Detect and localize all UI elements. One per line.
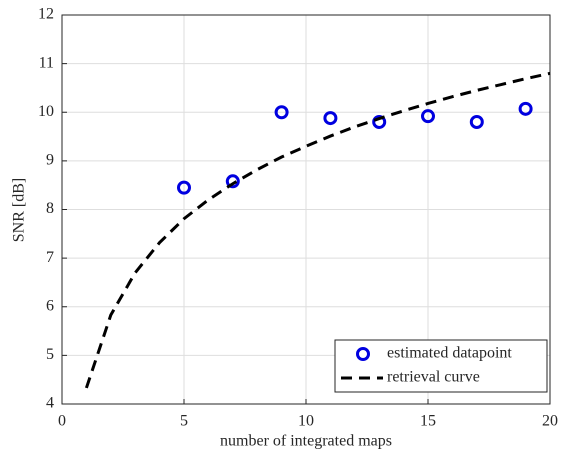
- data-point: [469, 114, 484, 129]
- y-tick-label: 11: [39, 54, 54, 71]
- legend-box: [334, 339, 548, 393]
- y-tick-label: 8: [46, 200, 54, 217]
- legend-label: estimated datapoint: [387, 345, 512, 362]
- y-axis-label: SNR [dB]: [11, 178, 28, 242]
- plot-frame: [61, 14, 551, 405]
- y-tick-label: 10: [38, 103, 54, 120]
- data-point: [177, 180, 191, 195]
- legend-marker: [356, 347, 370, 361]
- x-tick-label: 5: [180, 413, 188, 430]
- curve: [84, 71, 551, 389]
- y-tick-label: 6: [46, 297, 54, 314]
- data-point: [225, 174, 240, 189]
- y-tick-label: 7: [46, 249, 54, 266]
- data-point: [421, 109, 435, 124]
- y-tick-label: 5: [46, 346, 54, 363]
- x-tick-label: 20: [542, 413, 558, 430]
- data-point: [372, 114, 387, 129]
- data-point: [323, 111, 338, 126]
- x-tick-label: 10: [298, 413, 314, 430]
- y-tick-label: 12: [38, 6, 54, 23]
- x-axis-label: number of integrated maps: [220, 433, 392, 450]
- legend-label: retrieval curve: [387, 369, 480, 386]
- y-tick-label: 4: [46, 395, 54, 412]
- x-tick-label: 15: [420, 413, 436, 430]
- x-tick-label: 0: [58, 413, 66, 430]
- data-point: [274, 105, 289, 120]
- y-tick-label: 9: [46, 152, 54, 169]
- data-point: [518, 101, 533, 116]
